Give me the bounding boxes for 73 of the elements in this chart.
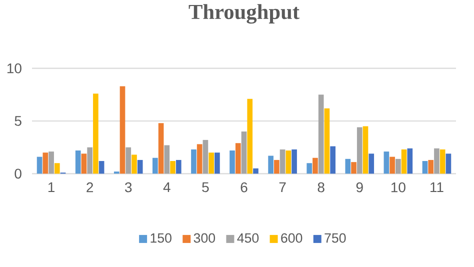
y-tick-label: 10: [7, 63, 22, 74]
bar: [120, 86, 126, 174]
bar: [191, 149, 196, 174]
bar: [401, 149, 407, 174]
bar: [126, 147, 132, 174]
bar: [93, 94, 98, 174]
chart-title: Throughput: [188, 4, 300, 24]
bar: [440, 149, 446, 174]
bar: [75, 150, 81, 174]
legend-label: 600: [281, 233, 302, 243]
x-tick-label: 7: [279, 182, 286, 192]
y-tick-label: 5: [14, 116, 22, 126]
bar: [324, 108, 330, 174]
bar: [407, 148, 413, 174]
bar: [81, 154, 87, 174]
bar: [158, 123, 164, 174]
bar: [48, 152, 54, 174]
bar: [384, 152, 390, 174]
bar: [292, 149, 297, 174]
legend-label: 150: [150, 233, 172, 243]
bar: [241, 132, 247, 174]
bar: [274, 160, 280, 174]
bar: [351, 162, 356, 174]
legend-label: 750: [324, 233, 346, 243]
bar: [54, 163, 60, 174]
bar: [390, 156, 395, 174]
bar: [345, 158, 351, 174]
bar: [286, 150, 292, 174]
bar: [42, 152, 48, 174]
bar: [152, 158, 158, 174]
bar: [434, 148, 440, 174]
x-tick-label: 5: [202, 182, 209, 192]
x-tick-label: 9: [356, 182, 363, 192]
y-tick-label: 0: [14, 168, 22, 179]
legend-label: 300: [194, 233, 216, 243]
x-tick-label: 11: [430, 182, 444, 192]
bar: [356, 127, 362, 174]
x-tick-label: 10: [391, 182, 406, 192]
bar: [330, 146, 336, 174]
bar: [235, 143, 241, 174]
bar: [247, 98, 253, 174]
x-tick-label: 8: [318, 182, 324, 192]
bar: [362, 126, 368, 174]
bar: [164, 145, 170, 174]
bar: [202, 140, 208, 174]
bar: [422, 161, 428, 174]
x-tick-label: 3: [125, 182, 132, 192]
bar: [368, 154, 374, 174]
bar: [268, 156, 274, 174]
x-tick-label: 2: [86, 182, 93, 192]
bar: [208, 152, 214, 174]
legend-label: 450: [237, 233, 259, 243]
x-tick-label: 1: [48, 182, 54, 192]
bar: [98, 161, 104, 174]
bar: [137, 160, 143, 174]
bar: [132, 154, 137, 174]
bar: [214, 152, 220, 174]
x-tick-label: 4: [163, 182, 170, 192]
bar: [306, 163, 312, 174]
bar: [170, 161, 176, 174]
bar: [396, 158, 401, 174]
bar: [196, 144, 202, 174]
bar: [312, 158, 318, 174]
bar: [36, 156, 42, 174]
bar: [230, 150, 235, 174]
bar: [87, 147, 92, 174]
bar: [318, 94, 324, 174]
bar: [253, 168, 258, 174]
bar: [176, 160, 182, 174]
x-tick-label: 6: [240, 182, 248, 192]
bar: [280, 149, 286, 174]
bar: [446, 154, 452, 174]
bar: [428, 160, 434, 174]
